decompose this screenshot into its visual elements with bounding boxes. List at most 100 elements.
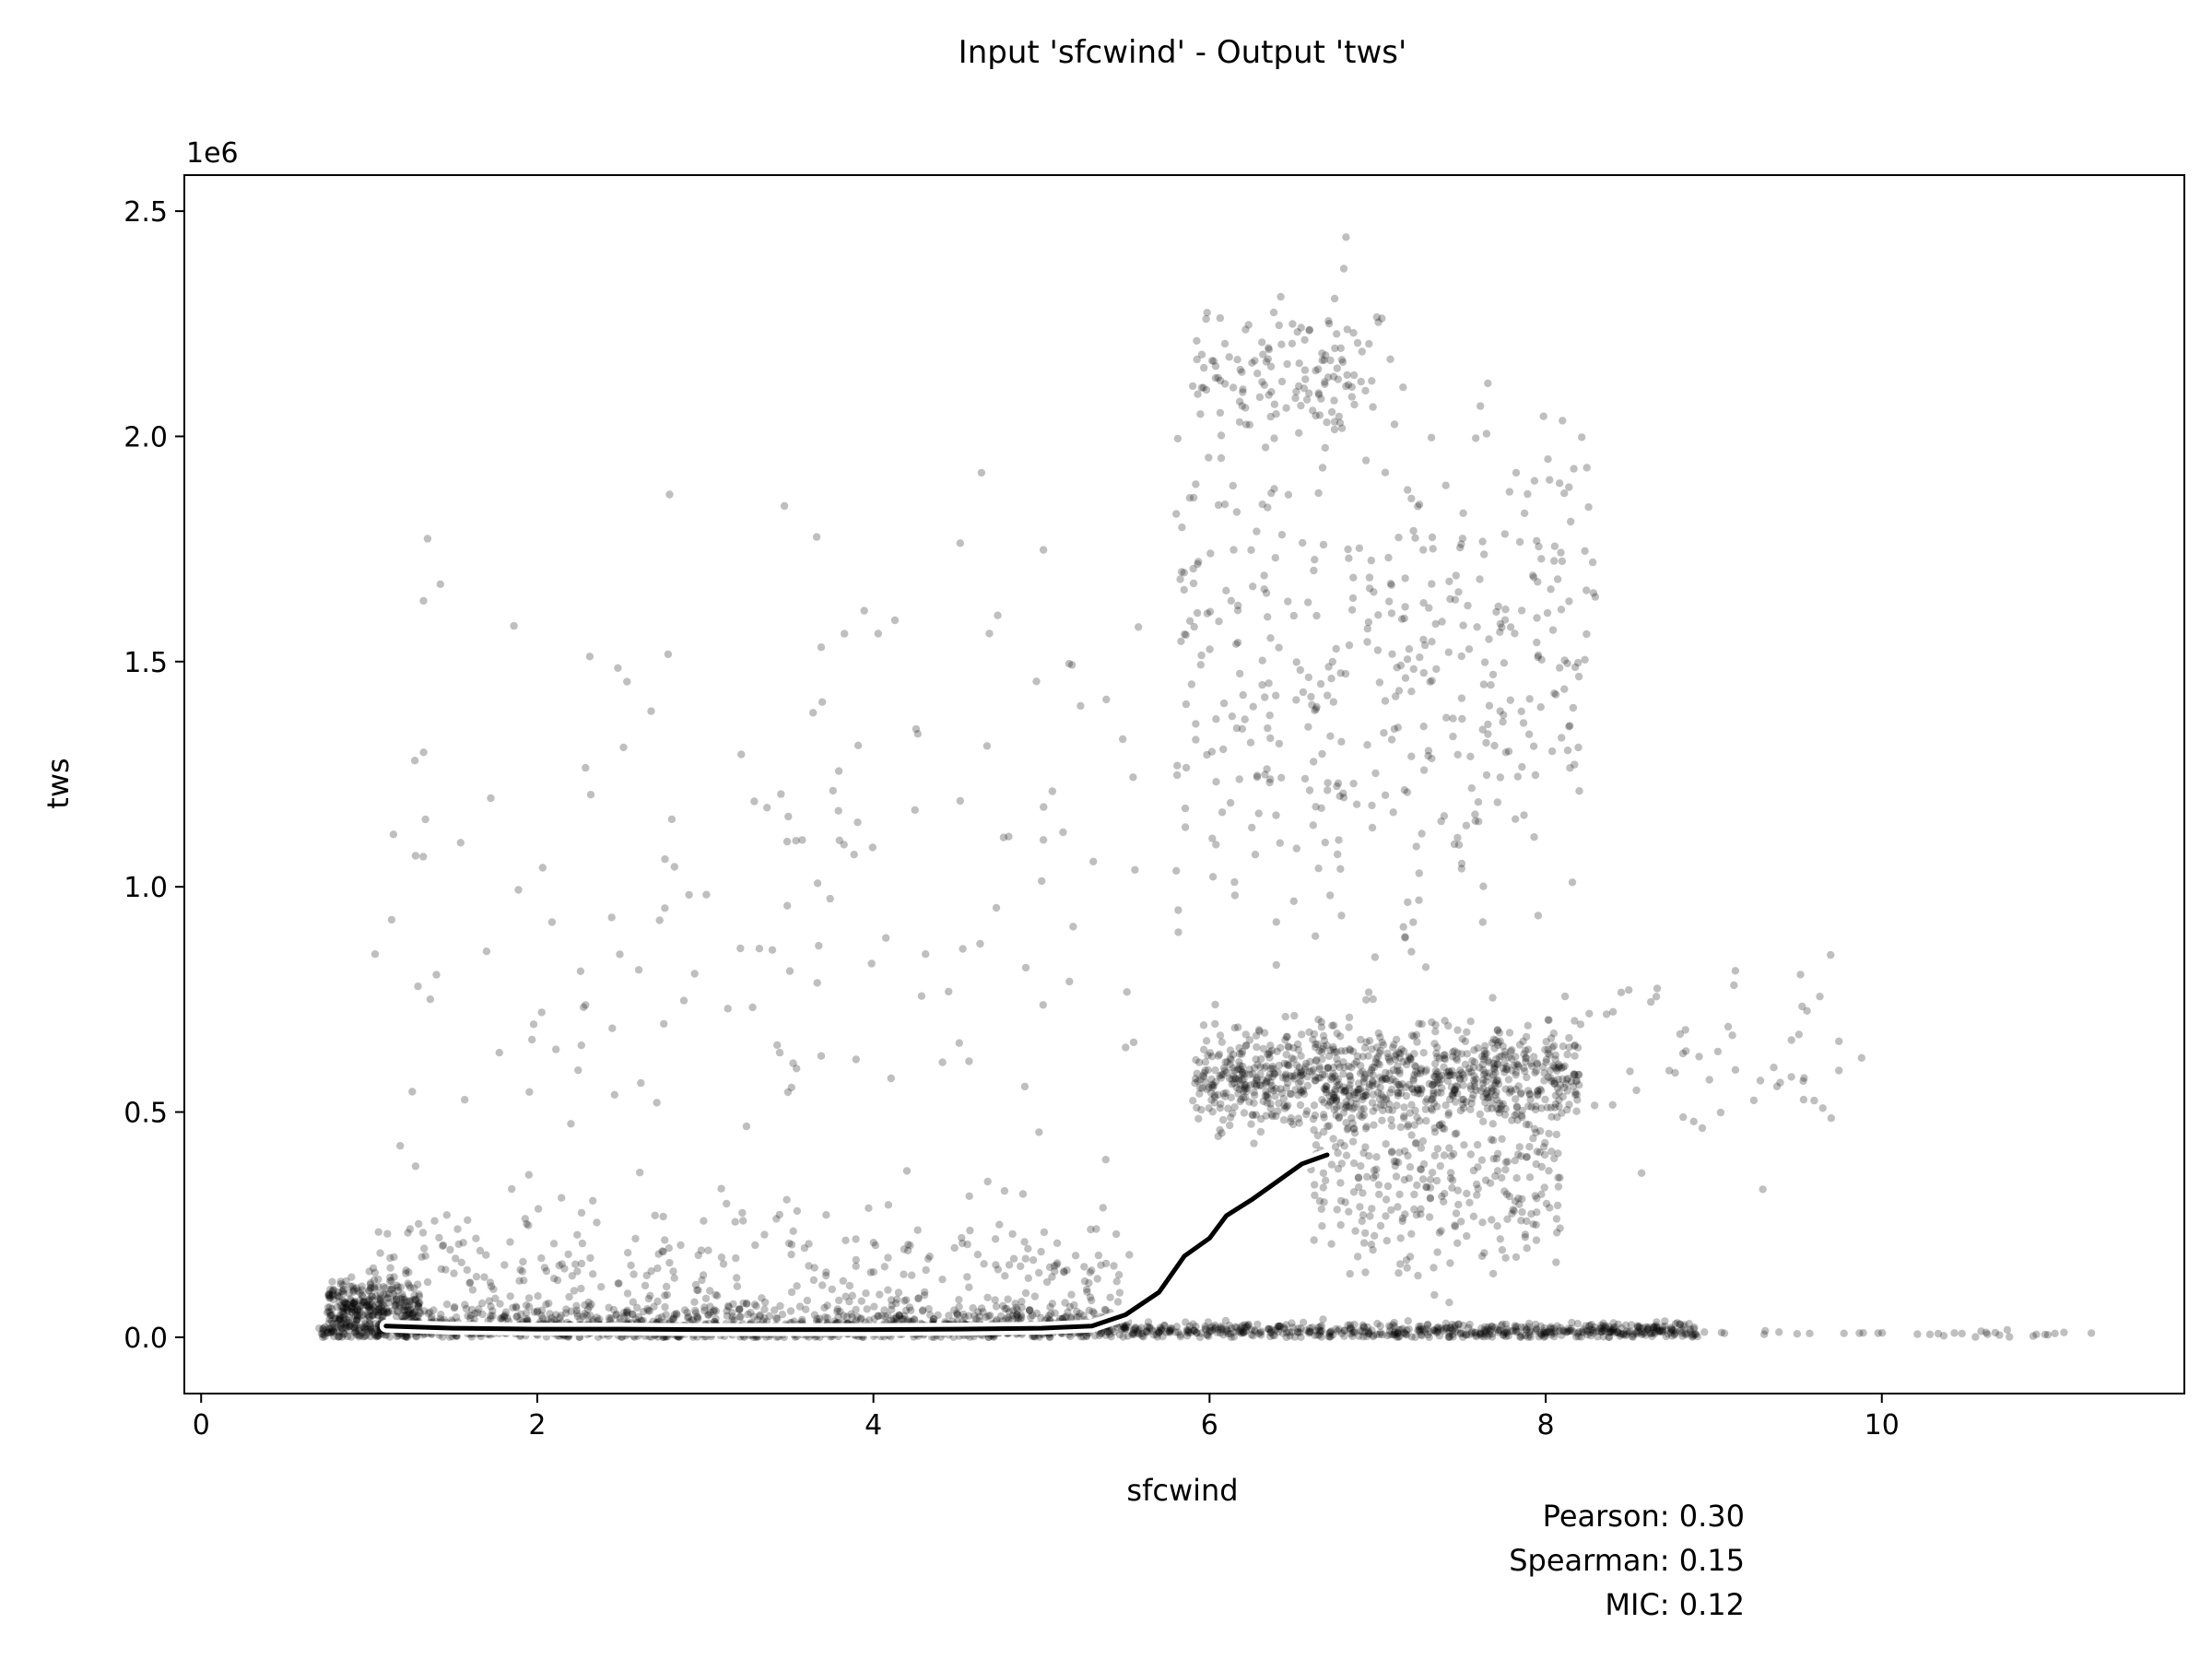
scatter-point: [1128, 1329, 1137, 1337]
scatter-point: [1025, 1306, 1034, 1314]
scatter-point: [1314, 1016, 1323, 1024]
scatter-point: [1352, 1095, 1360, 1103]
scatter-point: [1535, 1329, 1545, 1337]
scatter-point: [1376, 1046, 1384, 1055]
scatter-point: [1401, 674, 1410, 682]
scatter-point: [1835, 1037, 1843, 1046]
scatter-point: [1410, 1190, 1418, 1199]
scatter-point: [1480, 1046, 1488, 1055]
scatter-point: [798, 836, 806, 844]
scatter-point: [1394, 1328, 1402, 1337]
scatter-point: [684, 1313, 692, 1322]
scatter-point: [786, 1307, 795, 1315]
scatter-point: [1553, 1201, 1562, 1210]
scatter-point: [1338, 358, 1347, 366]
scatter-point: [1241, 1326, 1251, 1335]
scatter-point: [1365, 339, 1373, 348]
scatter-point: [1487, 681, 1495, 689]
scatter-point: [1602, 1010, 1611, 1018]
scatter-point: [760, 1305, 769, 1313]
scatter-point: [520, 1277, 528, 1285]
scatter-point: [1253, 1320, 1262, 1329]
scatter-point: [1563, 1050, 1571, 1059]
scatter-point: [1275, 321, 1284, 330]
scatter-point: [1523, 1244, 1531, 1253]
scatter-point: [1496, 619, 1505, 629]
scatter-point: [1454, 1320, 1463, 1328]
scatter-point: [1436, 1161, 1445, 1171]
scatter-point: [700, 1303, 709, 1312]
scatter-point: [1583, 464, 1591, 472]
scatter-point: [1324, 373, 1333, 382]
scatter-point: [529, 1020, 538, 1029]
scatter-point: [1632, 1086, 1641, 1095]
scatter-point: [1275, 1099, 1283, 1108]
scatter-point: [1173, 771, 1182, 780]
scatter-point: [393, 1332, 401, 1341]
scatter-point: [1124, 1323, 1133, 1331]
scatter-point: [744, 1310, 752, 1319]
scatter-point: [658, 1312, 666, 1322]
scatter-point: [1017, 1311, 1026, 1320]
scatter-point: [1105, 1327, 1114, 1335]
scatter-point: [1206, 1324, 1215, 1333]
scatter-point: [1407, 1333, 1416, 1341]
scatter-point: [1493, 1060, 1502, 1069]
scatter-point: [1155, 1328, 1163, 1337]
scatter-point: [1452, 1082, 1460, 1090]
scatter-point: [1574, 672, 1583, 681]
scatter-point: [1501, 748, 1511, 757]
scatter-point: [1647, 1329, 1655, 1338]
scatter-point: [589, 1196, 597, 1206]
scatter-point: [340, 1298, 348, 1306]
scatter-point: [1441, 1017, 1449, 1025]
scatter-point: [1457, 1068, 1465, 1077]
scatter-point: [724, 1005, 732, 1013]
scatter-point: [1559, 1064, 1568, 1072]
scatter-point: [1330, 1048, 1339, 1056]
scatter-point: [1430, 1264, 1438, 1272]
mic-stat: MIC: 0.12: [1605, 1587, 1745, 1622]
scatter-point: [1263, 1090, 1272, 1099]
scatter-point: [2029, 1332, 2038, 1340]
scatter-point: [1235, 1065, 1243, 1074]
scatter-point: [1502, 1324, 1512, 1334]
scatter-point: [1501, 1253, 1510, 1263]
scatter-point: [1194, 1114, 1203, 1124]
scatter-point: [1285, 1328, 1293, 1336]
scatter-point: [371, 1291, 381, 1300]
scatter-point: [1315, 1196, 1324, 1206]
scatter-point: [347, 1273, 356, 1281]
scatter-point: [1193, 1329, 1201, 1337]
scatter-point: [1326, 1097, 1335, 1106]
scatter-point: [319, 1327, 327, 1335]
scatter-point: [1346, 1045, 1354, 1053]
scatter-point: [1195, 1089, 1204, 1098]
scatter-point: [1345, 1013, 1354, 1022]
scatter-point: [1365, 573, 1374, 582]
scatter-point: [1512, 1071, 1520, 1079]
scatter-point: [1200, 363, 1208, 372]
scatter-point: [336, 1277, 345, 1286]
scatter-point: [1201, 1324, 1209, 1333]
scatter-point: [1172, 866, 1181, 875]
scatter-point: [417, 1309, 425, 1318]
scatter-point: [1331, 1143, 1340, 1151]
scatter-point: [1497, 1105, 1505, 1113]
scatter-point: [863, 1305, 871, 1313]
scatter-point: [1304, 673, 1313, 682]
scatter-point: [912, 724, 921, 734]
scatter-point: [1324, 779, 1332, 787]
scatter-point: [1138, 1329, 1147, 1338]
scatter-point: [488, 1307, 497, 1315]
scatter-point: [1353, 338, 1362, 347]
scatter-point: [1220, 339, 1230, 348]
scatter-point: [1583, 586, 1591, 594]
scatter-point: [1313, 1331, 1322, 1339]
scatter-point: [1330, 294, 1339, 303]
scatter-point: [1413, 1113, 1421, 1122]
scatter-point: [366, 1280, 374, 1289]
scatter-point: [1562, 1076, 1571, 1084]
scatter-point: [574, 1066, 582, 1075]
scatter-point: [1208, 834, 1217, 842]
